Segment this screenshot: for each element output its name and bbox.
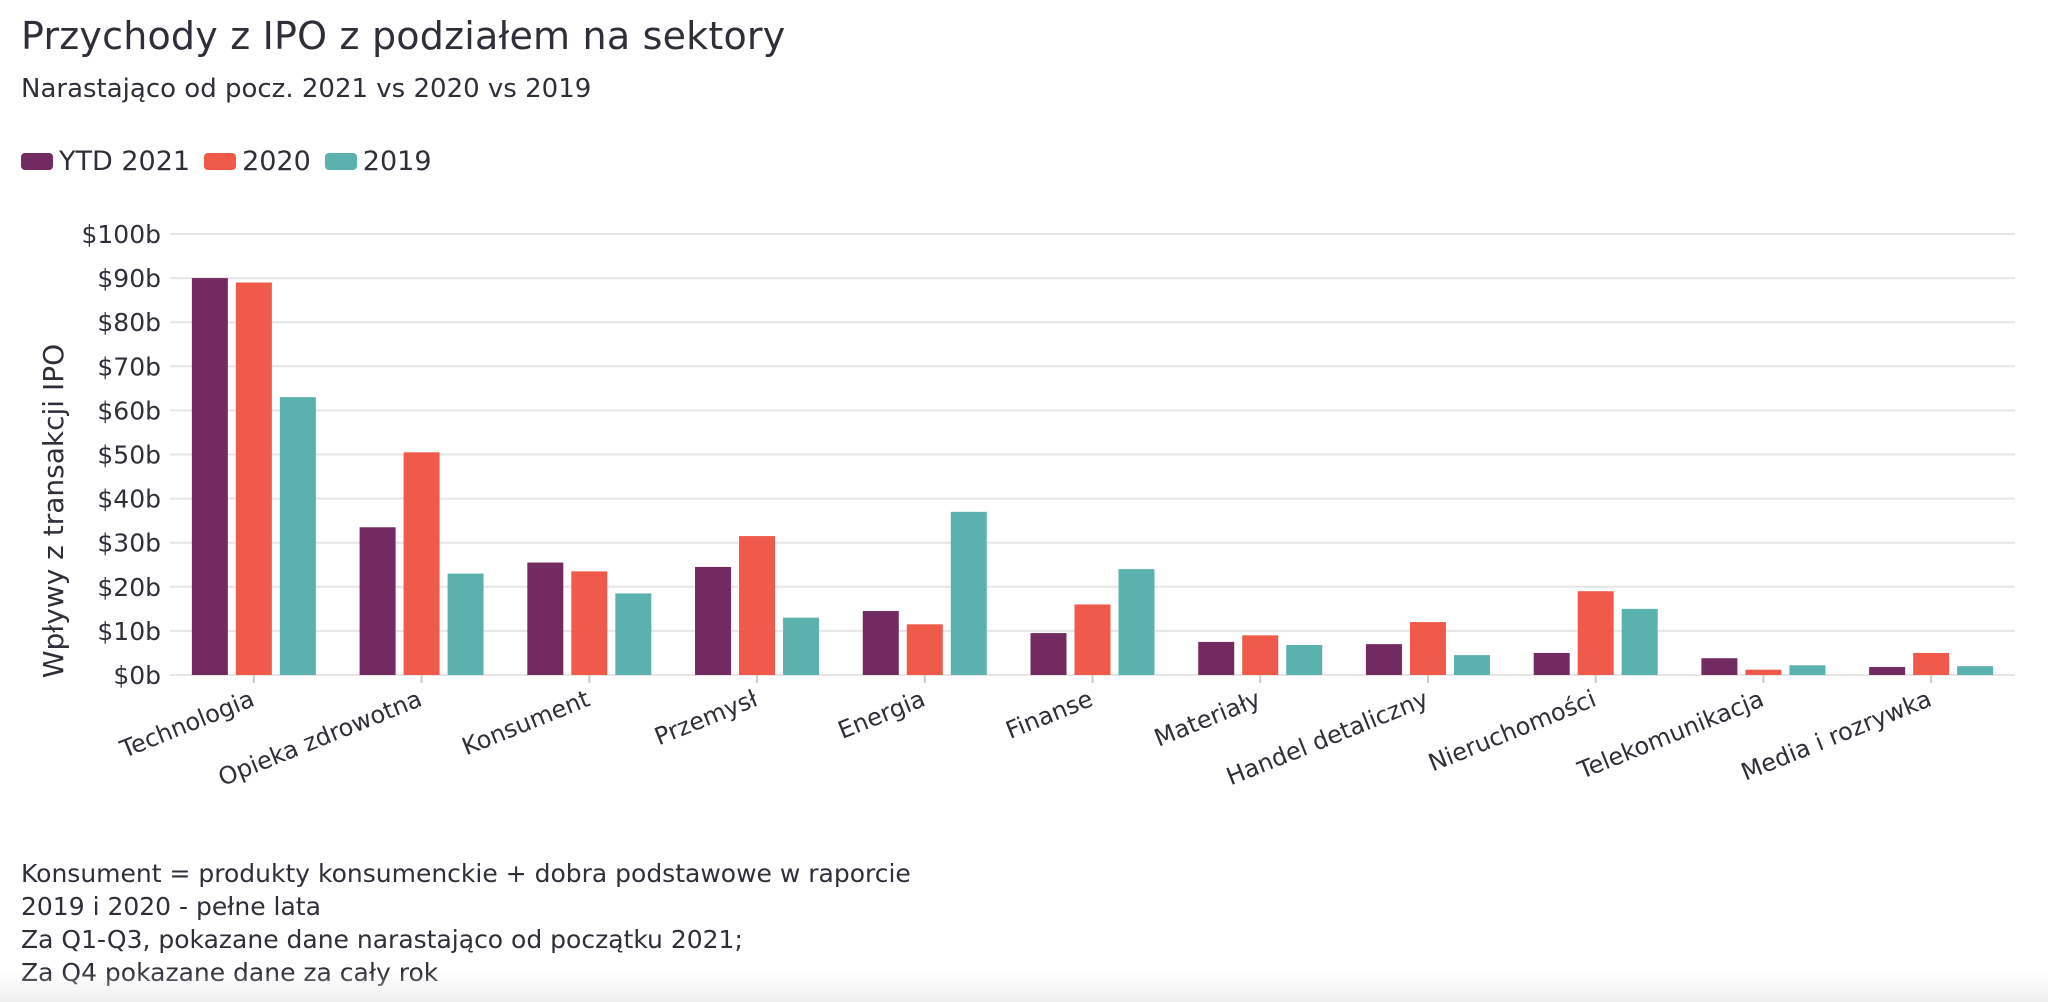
x-tick-label: Energia: [834, 685, 929, 745]
bar-2020-1[interactable]: Opieka zdrowotna — 2020: $50.5b: [403, 452, 440, 675]
bar-2020-9[interactable]: Telekomunikacja — 2020: $1.2b: [1745, 669, 1782, 675]
legend-swatch-ytd-2021: [21, 153, 53, 170]
x-tick-label: Materiały: [1150, 685, 1264, 753]
legend-item-ytd-2021[interactable]: YTD 2021: [21, 146, 190, 177]
bar-2019-0[interactable]: Technologia — 2019: $63b: [279, 397, 316, 675]
legend-label-2020: 2020: [242, 146, 311, 177]
y-tick-label: $60b: [97, 396, 161, 425]
bar-2019-2[interactable]: Konsument — 2019: $18.5b: [615, 593, 652, 675]
y-tick-label: $80b: [97, 308, 161, 337]
bar-2019-10[interactable]: Media i rozrywka — 2019: $2b: [1957, 666, 1994, 675]
footnote-line-3: Za Q1-Q3, pokazane dane narastająco od p…: [21, 925, 743, 954]
x-tick-label: Telekomunikacja: [1573, 685, 1768, 785]
y-tick-label: $50b: [97, 441, 161, 470]
bar-2020-8[interactable]: Nieruchomości — 2020: $19b: [1577, 591, 1614, 675]
bar-2019-4[interactable]: Energia — 2019: $37b: [950, 511, 987, 675]
footnote-line-1: Konsument = produkty konsumenckie + dobr…: [21, 859, 911, 888]
bar-2019-8[interactable]: Nieruchomości — 2019: $15b: [1621, 608, 1658, 675]
bar-ytd-2021-0[interactable]: Technologia — YTD 2021: $90b: [191, 278, 228, 675]
y-axis-title: Wpływy z transakcji IPO: [37, 344, 70, 678]
x-tick-label: Finanse: [1002, 685, 1097, 745]
bar-2019-9[interactable]: Telekomunikacja — 2019: $2.2b: [1789, 665, 1826, 675]
y-tick-label: $100b: [82, 220, 162, 249]
bar-2020-5[interactable]: Finanse — 2020: $16b: [1074, 604, 1111, 675]
bottom-shadow: [0, 972, 2048, 1002]
bar-ytd-2021-3[interactable]: Przemysł — YTD 2021: $24.5b: [695, 566, 732, 675]
bar-ytd-2021-5[interactable]: Finanse — YTD 2021: $9.5b: [1030, 633, 1067, 675]
bar-ytd-2021-2[interactable]: Konsument — YTD 2021: $25.5b: [527, 562, 564, 675]
legend-label-ytd-2021: YTD 2021: [59, 146, 191, 177]
y-tick-label: $90b: [97, 264, 161, 293]
bar-2020-2[interactable]: Konsument — 2020: $23.5b: [571, 571, 608, 675]
chart-legend: YTD 2021 2020 2019: [21, 146, 446, 177]
bar-ytd-2021-7[interactable]: Handel detaliczny — YTD 2021: $7b: [1365, 644, 1402, 675]
legend-item-2019[interactable]: 2019: [324, 146, 432, 177]
x-tick-label: Technologia: [115, 685, 258, 764]
y-tick-label: $30b: [97, 529, 161, 558]
bar-2020-7[interactable]: Handel detaliczny — 2020: $12b: [1409, 622, 1446, 675]
chart-subtitle: Narastająco od pocz. 2021 vs 2020 vs 201…: [21, 74, 592, 104]
bar-2019-5[interactable]: Finanse — 2019: $24b: [1118, 569, 1155, 675]
bar-ytd-2021-4[interactable]: Energia — YTD 2021: $14.5b: [862, 611, 899, 675]
footnote-line-2: 2019 i 2020 - pełne lata: [21, 892, 321, 921]
footnotes: Konsument = produkty konsumenckie + dobr…: [21, 857, 911, 989]
bar-2019-1[interactable]: Opieka zdrowotna — 2019: $23b: [447, 573, 484, 675]
bar-2020-6[interactable]: Materiały — 2020: $9b: [1242, 635, 1279, 675]
bars: Technologia — YTD 2021: $90bTechnologia …: [191, 278, 1994, 675]
x-tick-label: Konsument: [458, 685, 594, 762]
bar-2019-7[interactable]: Handel detaliczny — 2019: $4.5b: [1453, 655, 1490, 675]
y-tick-label: $40b: [97, 485, 161, 514]
bar-ytd-2021-9[interactable]: Telekomunikacja — YTD 2021: $3.8b: [1701, 658, 1738, 675]
legend-item-2020[interactable]: 2020: [204, 146, 311, 177]
chart-title: Przychody z IPO z podziałem na sektory: [21, 14, 786, 58]
y-tick-label: $20b: [97, 573, 161, 602]
y-tick-label: $0b: [113, 661, 161, 690]
y-tick-label: $10b: [97, 617, 161, 646]
bar-ytd-2021-1[interactable]: Opieka zdrowotna — YTD 2021: $33.5b: [359, 527, 396, 675]
x-tick-label: Przemysł: [650, 685, 761, 752]
bar-2019-6[interactable]: Materiały — 2019: $6.8b: [1286, 645, 1323, 675]
bar-2020-4[interactable]: Energia — 2020: $11.5b: [906, 624, 943, 675]
bar-2020-3[interactable]: Przemysł — 2020: $31.5b: [739, 536, 776, 675]
y-tick-label: $70b: [97, 352, 161, 381]
bar-ytd-2021-8[interactable]: Nieruchomości — YTD 2021: $5b: [1533, 652, 1570, 675]
bar-ytd-2021-10[interactable]: Media i rozrywka — YTD 2021: $1.8b: [1869, 667, 1906, 675]
legend-label-2019: 2019: [362, 146, 432, 177]
bar-ytd-2021-6[interactable]: Materiały — YTD 2021: $7.5b: [1198, 641, 1235, 675]
x-tick-label: Media i rozrywka: [1737, 685, 1935, 787]
legend-swatch-2020: [204, 153, 237, 170]
bar-2020-0[interactable]: Technologia — 2020: $89b: [235, 282, 272, 675]
bar-chart: $0b $10b $20b $30b $40b $50b $60b $70b $80b $90b $…: [37, 220, 2015, 792]
bar-2020-10[interactable]: Media i rozrywka — 2020: $5b: [1913, 652, 1950, 675]
y-axis-ticks: $0b $10b $20b $30b $40b $50b $60b $70b $80b $90b $…: [82, 220, 162, 690]
x-tick-label: Nieruchomości: [1424, 685, 1600, 778]
bar-2019-3[interactable]: Przemysł — 2019: $13b: [783, 617, 820, 675]
legend-swatch-2019: [324, 153, 357, 170]
